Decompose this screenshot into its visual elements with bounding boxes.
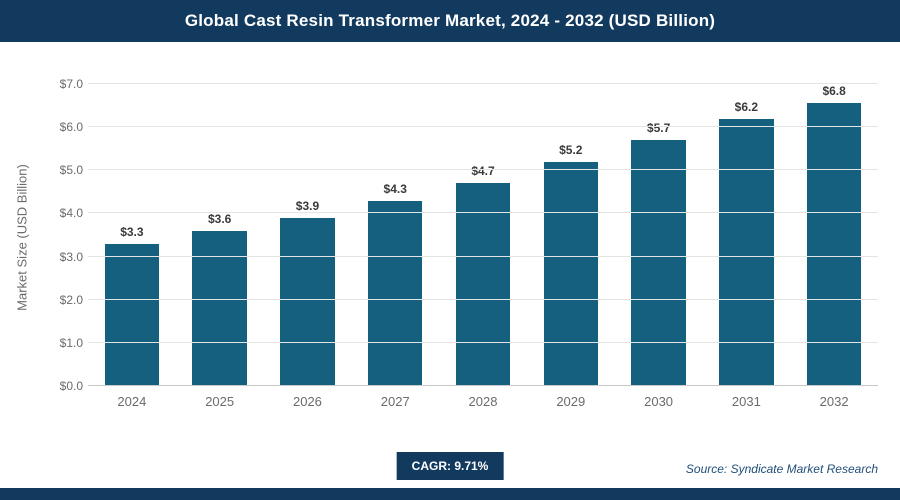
y-tick-label: $7.0 bbox=[59, 77, 83, 91]
bar bbox=[455, 183, 511, 386]
y-tick-label: $2.0 bbox=[59, 292, 83, 307]
bar-group: $3.6 bbox=[176, 84, 264, 386]
bar bbox=[719, 118, 774, 386]
gridline bbox=[88, 255, 878, 257]
bar-group: $3.3 bbox=[88, 84, 176, 386]
x-tick-label: 2028 bbox=[468, 394, 498, 409]
bar-value-label: $5.7 bbox=[646, 121, 671, 136]
gridline bbox=[88, 83, 878, 84]
x-tick-label: 2029 bbox=[556, 394, 586, 409]
bar-group: $3.9 bbox=[264, 84, 352, 386]
bar bbox=[368, 200, 423, 386]
gridline bbox=[88, 212, 878, 214]
x-tick-label: 2030 bbox=[644, 394, 674, 409]
bars-container: $3.3 $3.6 $3.9 $4.3 $4.7 $5.2 $5.7 $6.2 $6.8 bbox=[88, 84, 878, 386]
bar bbox=[104, 243, 160, 386]
y-tick-label: $5.0 bbox=[59, 163, 83, 178]
bar-group: $5.7 bbox=[615, 84, 703, 386]
bar bbox=[631, 140, 686, 386]
bar bbox=[543, 161, 598, 386]
x-tick-label: 2024 bbox=[117, 394, 147, 409]
gridline bbox=[88, 341, 878, 343]
chart-header: Global Cast Resin Transformer Market, 20… bbox=[0, 0, 900, 42]
bar-value-label: $4.7 bbox=[471, 164, 495, 179]
x-tick-label: 2032 bbox=[819, 394, 849, 409]
bottom-accent-strip bbox=[0, 488, 900, 500]
gridline bbox=[88, 126, 878, 128]
y-tick-label: $3.0 bbox=[59, 249, 83, 264]
chart-title: Global Cast Resin Transformer Market, 20… bbox=[184, 11, 716, 30]
y-axis-title: Market Size (USD Billion) bbox=[14, 164, 30, 311]
bar-value-label: $3.6 bbox=[207, 211, 232, 226]
bar bbox=[806, 103, 862, 386]
y-tick-label: $6.0 bbox=[59, 120, 83, 135]
cagr-badge: CAGR: 9.71% bbox=[396, 452, 504, 480]
x-axis-labels: 2024 2025 2026 2027 2028 2029 2030 2031 2032 bbox=[88, 394, 878, 409]
x-tick-label: 2025 bbox=[205, 394, 235, 409]
plot-area: $3.3 $3.6 $3.9 $4.3 $4.7 $5.2 $5.7 $6.2 $6.8 $0.… bbox=[60, 77, 878, 393]
bar-value-label: $3.9 bbox=[295, 198, 320, 213]
gridline bbox=[88, 298, 878, 300]
bar-value-label: $4.3 bbox=[383, 181, 407, 196]
bar-group: $6.2 bbox=[702, 84, 790, 386]
bar-value-label: $5.2 bbox=[559, 142, 583, 157]
y-tick-label: $4.0 bbox=[59, 206, 83, 221]
x-tick-label: 2031 bbox=[731, 394, 761, 409]
y-tick-label: $0.0 bbox=[59, 379, 83, 393]
bar-group: $5.2 bbox=[527, 84, 615, 386]
x-tick-label: 2027 bbox=[380, 394, 410, 409]
gridline bbox=[88, 169, 878, 171]
bar-value-label: $6.2 bbox=[734, 99, 759, 114]
y-tick-label: $1.0 bbox=[59, 335, 83, 350]
source-attribution: Source: Syndicate Market Research bbox=[685, 462, 878, 476]
bar bbox=[192, 230, 247, 386]
bar-value-label: $3.3 bbox=[120, 224, 144, 239]
bar-group: $6.8 bbox=[790, 84, 878, 386]
bar bbox=[280, 217, 335, 386]
x-tick-label: 2026 bbox=[292, 394, 322, 409]
bar-value-label: $6.8 bbox=[822, 84, 846, 98]
gridline bbox=[88, 385, 878, 386]
bar-group: $4.7 bbox=[439, 84, 527, 386]
bar-group: $4.3 bbox=[351, 84, 439, 386]
